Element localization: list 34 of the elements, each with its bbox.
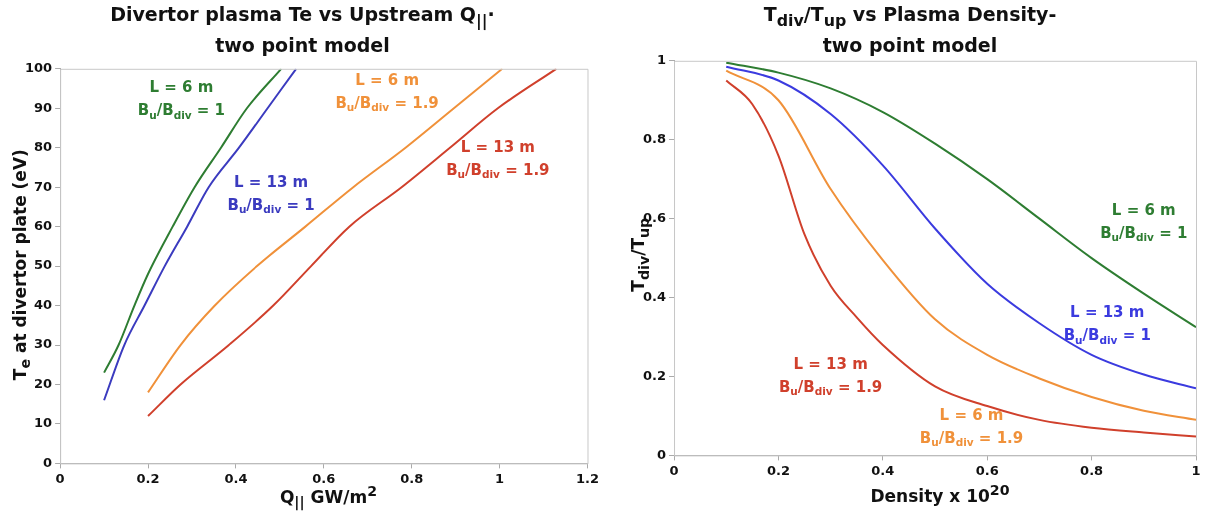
x-axis-title: Q$_{||}$ GW/m$^{2}$	[279, 483, 378, 511]
line-series	[147, 68, 558, 418]
x-tick-label: 0.2	[766, 462, 790, 478]
y-tick-label: 0.8	[643, 131, 667, 147]
x-tick-label: 1	[1191, 462, 1201, 478]
chart-title: Divertor plasma Te vs Upstream Q$_{||}$· two point model	[110, 3, 495, 56]
y-tick-label: 0.4	[643, 288, 667, 304]
y-tick-label: 30	[34, 336, 53, 352]
y-tick-label: 10	[34, 415, 53, 431]
x-tick-label: 0.6	[312, 470, 336, 486]
y-tick-label: 0.2	[643, 367, 667, 383]
chart-title: T$_{div}$/T$_{up}$ vs Plasma Density- two point model	[763, 3, 1057, 56]
x-tick-label: 0.8	[1080, 462, 1104, 478]
x-tick-label: 0.2	[136, 470, 160, 486]
line-series	[725, 61, 1196, 329]
y-tick-label: 50	[34, 257, 53, 273]
y-tick-label: 20	[34, 375, 53, 391]
y-tick-label: 1	[656, 52, 667, 68]
y-tick-label: 80	[34, 139, 53, 155]
y-tick-label: 70	[34, 178, 53, 194]
x-tick-label: 0.8	[400, 470, 424, 486]
x-axis-title: Density x 10$^{20}$	[869, 482, 1011, 506]
x-tick-label: 1.2	[575, 470, 599, 486]
y-tick-label: 90	[34, 99, 53, 115]
x-tick-label: 0	[669, 462, 679, 478]
x-tick-label: 0	[55, 470, 65, 486]
y-tick-label: 40	[34, 296, 53, 312]
x-tick-label: 1	[495, 470, 505, 486]
y-tick-label: 100	[25, 60, 53, 76]
y-tick-label: 60	[34, 218, 53, 234]
y-tick-label: 0	[656, 446, 667, 462]
x-tick-label: 0.6	[975, 462, 999, 478]
x-tick-label: 0.4	[871, 462, 895, 478]
x-tick-label: 0.4	[224, 470, 248, 486]
